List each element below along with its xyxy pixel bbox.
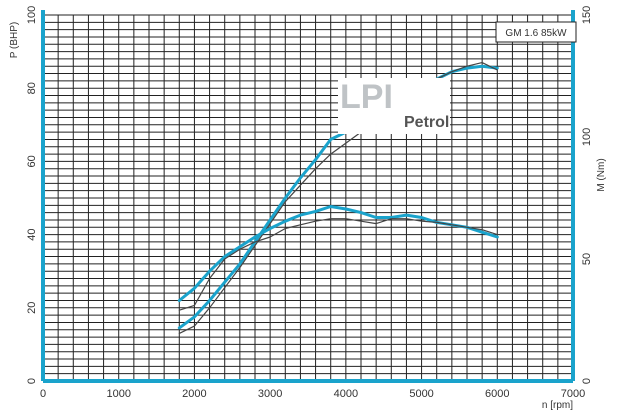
x-tick-label: 3000 [258, 388, 282, 400]
model-label-frame [495, 21, 577, 43]
y-left-tick-label: 60 [26, 155, 38, 167]
model-label: GM 1.6 85kW [505, 28, 567, 39]
y-right-tick-label: 50 [581, 253, 593, 265]
x-tick-label: 4000 [334, 388, 358, 400]
y-left-axis-title: P (BHP) [9, 22, 20, 59]
logo-mark: LPI [340, 78, 393, 116]
x-tick-label: 5000 [409, 388, 433, 400]
x-tick-label: 6000 [485, 388, 509, 400]
series-lines [177, 61, 499, 334]
logo-background [338, 78, 450, 134]
logo: LPI Petrol [338, 78, 450, 134]
petrol-power-line [178, 61, 498, 334]
axes [41, 10, 575, 383]
grid [42, 14, 574, 382]
tick-labels: 0 1000 2000 3000 4000 5000 6000 700002040608010… [26, 6, 593, 400]
model-label-box: GM 1.6 85kW [495, 21, 577, 43]
lpi-torque-line [177, 205, 499, 302]
petrol-torque-line [178, 218, 498, 311]
x-tick-label: 1000 [106, 388, 130, 400]
y-left-tick-label: 80 [26, 82, 38, 94]
y-right-tick-label: 0 [581, 378, 593, 384]
y-right-axis-title: M (Nm) [596, 158, 607, 191]
y-right-tick-label: 100 [581, 128, 593, 146]
x-tick-label: 2000 [182, 388, 206, 400]
x-axis-title: n [rpm] [542, 400, 573, 411]
y-left-tick-label: 0 [26, 378, 38, 384]
x-tick-label: 0 [40, 388, 46, 400]
y-right-tick-label: 150 [581, 6, 593, 24]
y-left-tick-label: 100 [26, 6, 38, 24]
x-tick-label: 7000 [561, 388, 585, 400]
logo-subtitle: Petrol [404, 114, 449, 131]
y-left-tick-label: 20 [26, 302, 38, 314]
y-left-tick-label: 40 [26, 228, 38, 240]
